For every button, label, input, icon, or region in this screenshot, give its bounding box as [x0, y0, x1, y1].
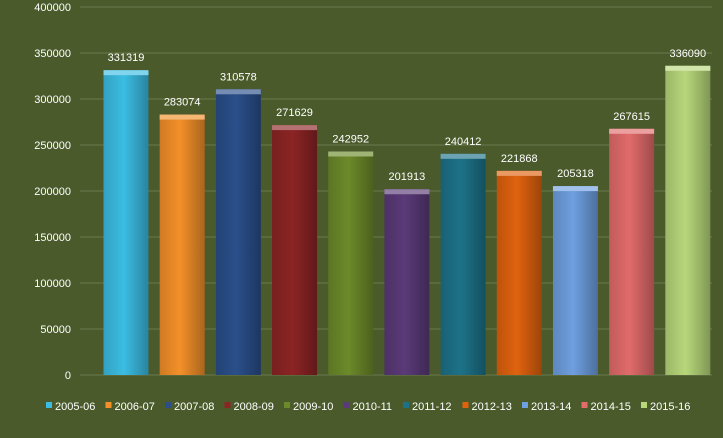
bar-2006-07 [159, 114, 205, 375]
bar-top [215, 89, 261, 95]
legend-swatch [105, 402, 112, 408]
legend-label: 2008-09 [234, 401, 274, 413]
legend-swatch [581, 402, 588, 408]
bar-2014-15 [609, 128, 655, 375]
legend-swatch [522, 402, 528, 408]
bar-2008-09 [272, 125, 318, 375]
legend-item: 2005-06 [46, 401, 95, 413]
legend-item: 2013-14 [522, 401, 571, 413]
legend-label: 2015-16 [650, 401, 690, 413]
data-label: 205318 [557, 168, 594, 180]
bar-2015-16 [665, 65, 711, 375]
bar [552, 186, 598, 375]
legend-swatch [403, 402, 409, 408]
data-label: 271629 [276, 107, 313, 119]
bar-top [159, 114, 205, 120]
legend-item: 2012-13 [462, 401, 512, 413]
bar-top [665, 65, 711, 71]
legend-swatch [641, 402, 647, 408]
legend-item: 2011-12 [403, 401, 452, 413]
bar-top [384, 189, 430, 195]
bar-top [103, 70, 149, 76]
legend-label: 2009-10 [293, 401, 333, 413]
data-label: 221868 [501, 153, 538, 165]
bar [215, 89, 261, 375]
data-label: 201913 [389, 171, 426, 183]
data-label: 310578 [220, 71, 257, 83]
y-tick-label: 100000 [34, 278, 71, 290]
y-axis-ticks: 0 50000 100000 150000 200000 250000 300000 3500… [34, 2, 71, 382]
bar-top [440, 153, 486, 159]
legend-label: 2013-14 [531, 401, 571, 413]
bar-top [609, 128, 655, 134]
data-labels: 331319 283074 310578 271629 242952 201913 2404… [108, 48, 707, 183]
bar-top [496, 170, 542, 176]
data-label: 283074 [164, 97, 201, 109]
bar-2005-06 [103, 70, 149, 375]
bar [665, 65, 711, 375]
bar-top [328, 151, 374, 157]
y-tick-label: 300000 [34, 94, 71, 106]
bar-2010-11 [384, 189, 430, 375]
legend-label: 2007-08 [174, 401, 214, 413]
data-label: 240412 [445, 136, 482, 148]
legend-swatch [343, 402, 350, 408]
bar [609, 128, 655, 375]
y-tick-label: 0 [65, 370, 71, 382]
legend-item: 2015-16 [641, 401, 690, 413]
y-tick-label: 250000 [34, 140, 71, 152]
bar [159, 114, 205, 375]
legend-item: 2014-15 [581, 401, 631, 413]
data-label: 242952 [332, 133, 369, 145]
bar-2012-13 [496, 170, 542, 375]
bar-top [272, 125, 318, 131]
y-tick-label: 400000 [34, 2, 71, 14]
legend-item: 2007-08 [165, 401, 214, 413]
data-label: 331319 [108, 52, 145, 64]
bars [103, 65, 711, 375]
bar-2007-08 [215, 89, 261, 375]
bar [384, 189, 430, 375]
legend-label: 2005-06 [55, 401, 95, 413]
legend-item: 2008-09 [224, 401, 274, 413]
bar [496, 170, 542, 375]
bar [103, 70, 149, 375]
y-tick-label: 350000 [34, 48, 71, 60]
bar-2009-10 [328, 151, 374, 375]
legend-swatch [462, 402, 469, 408]
legend-swatch [165, 402, 171, 408]
legend-swatch [46, 402, 52, 408]
bar [440, 153, 486, 375]
y-tick-label: 150000 [34, 232, 71, 244]
bar [272, 125, 318, 375]
legend-label: 2011-12 [412, 401, 452, 413]
data-label: 267615 [613, 111, 650, 123]
legend-item: 2009-10 [284, 401, 333, 413]
bar-2011-12 [440, 153, 486, 375]
bar-2013-14 [552, 186, 598, 375]
legend-label: 2006-07 [115, 401, 155, 413]
bar-top [552, 186, 598, 192]
bar [328, 151, 374, 375]
legend-label: 2010-11 [353, 401, 393, 413]
legend-item: 2006-07 [105, 401, 155, 413]
legend-swatch [224, 402, 231, 408]
y-tick-label: 50000 [40, 324, 71, 336]
data-label: 336090 [669, 48, 706, 60]
legend: 2005-06 2006-07 2007-08 2008-09 2009-10 2010-… [46, 401, 690, 413]
legend-label: 2014-15 [591, 401, 631, 413]
legend-label: 2012-13 [472, 401, 512, 413]
legend-item: 2010-11 [343, 401, 393, 413]
y-tick-label: 200000 [34, 186, 71, 198]
legend-swatch [284, 402, 290, 408]
